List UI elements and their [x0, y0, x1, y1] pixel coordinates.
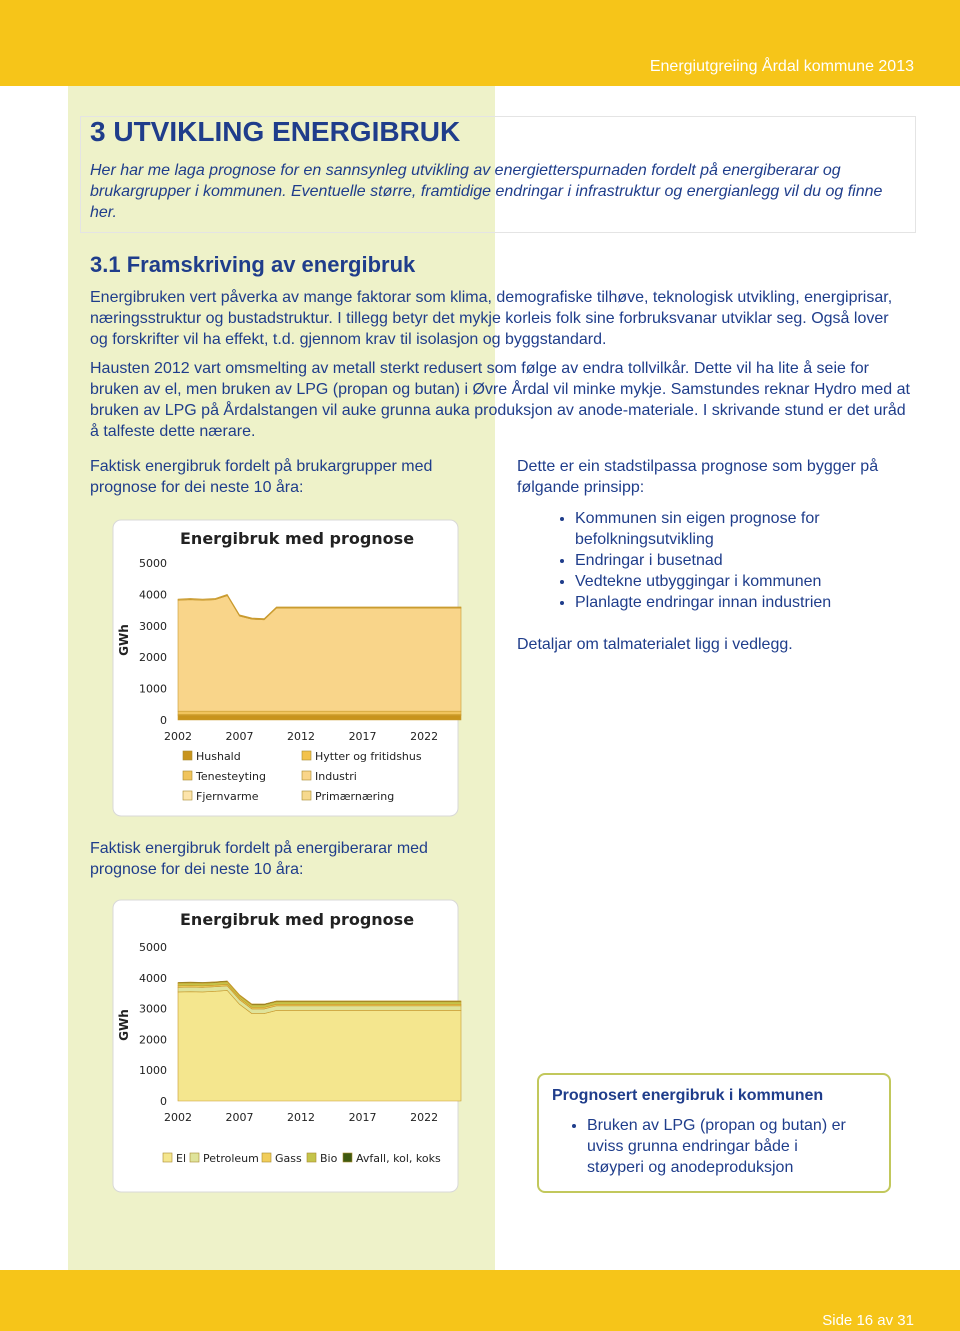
legend-swatch [306, 1152, 317, 1163]
x-tick-label: 2017 [349, 1111, 377, 1124]
x-tick-label: 2017 [349, 730, 377, 743]
y-tick-label: 1000 [139, 683, 167, 696]
bullet-list: Kommunen sin eigen prognose for befolkni… [517, 508, 935, 613]
area [177, 594, 462, 620]
y-axis-label: GWh [117, 1009, 131, 1041]
legend-label: El [176, 1152, 186, 1165]
right-intro: Dette er ein stadstilpassa prognose som … [517, 458, 879, 496]
x-tick-label: 2012 [287, 1111, 315, 1124]
legend-label: Bio [320, 1152, 338, 1165]
area [177, 980, 462, 1006]
legend-swatch [301, 790, 312, 801]
legend-swatch [189, 1152, 200, 1163]
legend-swatch [162, 1152, 173, 1163]
x-tick-label: 2022 [410, 730, 438, 743]
footer-band [0, 1270, 960, 1331]
legend-swatch [342, 1152, 353, 1163]
y-tick-label: 4000 [139, 972, 167, 985]
legend-swatch [182, 770, 193, 781]
legend-label: Petroleum [203, 1152, 259, 1165]
legend-label: Tenesteyting [195, 770, 266, 783]
x-tick-label: 2012 [287, 730, 315, 743]
header-title: Energiutgreiing Årdal kommune 2013 [649, 58, 914, 75]
subsection-heading: 3.1 Framskriving av energibruk [90, 252, 416, 277]
paragraph: Energibruken vert påverka av mange fakto… [90, 289, 893, 348]
y-tick-label: 2000 [139, 651, 167, 664]
legend-swatch [182, 750, 193, 761]
charts: Energibruk med prognose GWh 0 1000 2000 3000 4… [112, 519, 462, 1193]
x-tick-label: 2002 [164, 730, 192, 743]
y-tick-label: 3000 [139, 1003, 167, 1016]
legend-label: Gass [275, 1152, 302, 1165]
x-tick-label: 2022 [410, 1111, 438, 1124]
legend-label: Avfall, kol, koks [356, 1152, 441, 1165]
legend-label: Hushald [196, 750, 241, 763]
bullet: Kommunen sin eigen prognose for befolkni… [575, 508, 935, 550]
x-tick-label: 2002 [164, 1111, 192, 1124]
legend-swatch [301, 750, 312, 761]
legend-label: Primærnæring [315, 790, 394, 803]
area [177, 710, 462, 715]
info-box-title: Prognosert energibruk i kommunen [552, 1087, 824, 1104]
section-intro: Her har me laga prognose for en sannsynl… [90, 162, 883, 221]
y-tick-label: 3000 [139, 620, 167, 633]
detail: Detaljar om talmaterialet ligg i vedlegg… [517, 636, 793, 653]
intro-box [80, 116, 916, 233]
caption: Faktisk energibruk fordelt på energibera… [90, 840, 428, 878]
x-tick-label: 2007 [226, 1111, 254, 1124]
paragraph: Hausten 2012 vart omsmelting av metall s… [90, 360, 910, 440]
legend-swatch [301, 770, 312, 781]
y-tick-label: 5000 [139, 557, 167, 570]
legend-label: Industri [315, 770, 357, 783]
bullet: Endringar i busetnad [575, 550, 935, 571]
legend-swatch [182, 790, 193, 801]
legend-label: Hytter og fritidshus [315, 750, 422, 763]
legend-swatch [261, 1152, 272, 1163]
y-tick-label: 0 [160, 1095, 167, 1108]
y-tick-label: 4000 [139, 588, 167, 601]
y-axis-label: GWh [117, 624, 131, 656]
bullet-list: Bruken av LPG (propan og butan) er uviss… [539, 1115, 857, 1178]
section-heading: 3 UTVIKLING ENERGIBRUK [90, 116, 461, 147]
area [177, 595, 462, 712]
chart-title: Energibruk med prognose [180, 910, 414, 929]
info-box: Prognosert energibruk i kommunen Bruken … [537, 1073, 891, 1193]
y-tick-label: 1000 [139, 1064, 167, 1077]
chart-title: Energibruk med prognose [180, 529, 414, 548]
y-tick-label: 0 [160, 714, 167, 727]
area [177, 714, 462, 721]
legend-label: Fjernvarme [196, 790, 259, 803]
x-tick-label: 2007 [226, 730, 254, 743]
header-band [0, 0, 960, 86]
bullet: Planlagte endringar innan industrien [575, 592, 935, 613]
bullet: Vedtekne utbyggingar i kommunen [575, 571, 935, 592]
bullet: Bruken av LPG (propan og butan) er uviss… [587, 1115, 857, 1178]
y-tick-label: 5000 [139, 941, 167, 954]
y-tick-label: 2000 [139, 1033, 167, 1046]
caption: Faktisk energibruk fordelt på brukargrup… [90, 458, 433, 496]
page-number: Side 16 av 31 [822, 1312, 914, 1329]
